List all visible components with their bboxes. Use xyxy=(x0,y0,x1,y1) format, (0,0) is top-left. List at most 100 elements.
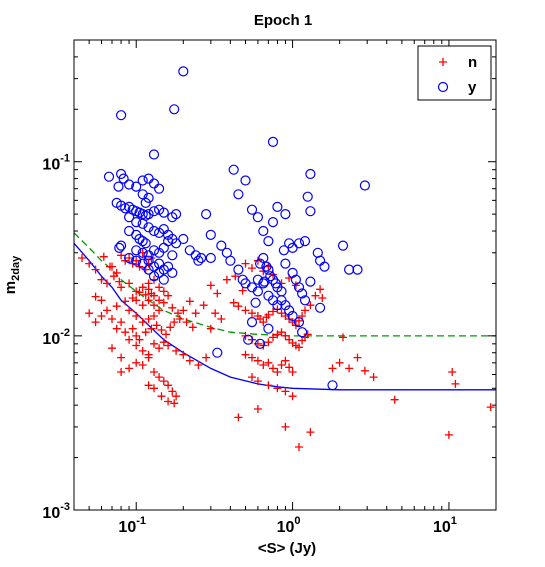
point-y xyxy=(114,242,125,253)
point-n xyxy=(109,272,118,281)
point-y xyxy=(158,274,169,285)
point-n xyxy=(175,315,184,323)
point-n xyxy=(241,259,250,268)
point-n xyxy=(125,279,134,288)
point-n xyxy=(269,307,277,316)
point-n xyxy=(103,306,111,315)
point-y xyxy=(124,212,135,223)
point-n xyxy=(339,333,347,342)
point-y xyxy=(255,258,266,269)
point-y xyxy=(216,240,227,251)
point-n xyxy=(259,361,268,369)
point-n xyxy=(273,384,282,393)
point-n xyxy=(125,335,134,344)
axis-ticks: 10-1 100 101 10-3 10-2 10-1 xyxy=(42,39,497,536)
point-y xyxy=(115,110,127,121)
point-y xyxy=(280,300,291,311)
point-y xyxy=(280,209,291,220)
point-y xyxy=(143,264,154,275)
point-n xyxy=(155,296,164,305)
point-y xyxy=(293,317,305,328)
point-n xyxy=(285,363,294,372)
point-n xyxy=(144,353,153,362)
point-y xyxy=(267,136,279,147)
point-n xyxy=(155,306,164,315)
point-n xyxy=(128,324,137,333)
point-y xyxy=(263,236,274,247)
point-n xyxy=(112,302,121,311)
point-y xyxy=(284,305,295,316)
y-tick-label: 10-1 xyxy=(42,153,70,174)
point-n xyxy=(234,302,243,311)
point-n xyxy=(206,324,215,333)
point-y xyxy=(302,191,313,202)
point-n xyxy=(108,315,116,323)
point-n xyxy=(316,285,325,294)
point-y xyxy=(148,225,160,237)
point-n xyxy=(147,254,156,262)
point-y xyxy=(143,222,154,233)
point-n xyxy=(138,346,147,355)
legend-label: n xyxy=(468,54,477,71)
point-n xyxy=(369,373,378,382)
point-n xyxy=(159,298,168,307)
x-axis-label: <S> (Jy) xyxy=(258,540,316,557)
legend-item-y: y xyxy=(437,79,477,96)
point-n xyxy=(291,281,300,290)
point-n xyxy=(147,324,156,333)
point-n xyxy=(78,254,86,262)
point-n xyxy=(269,270,277,279)
point-n xyxy=(248,264,256,273)
point-y xyxy=(305,206,316,217)
point-y xyxy=(193,255,204,266)
point-y xyxy=(280,258,291,269)
point-n xyxy=(172,346,181,355)
svg-text:m2day: m2day xyxy=(2,255,22,294)
point-n xyxy=(191,309,200,318)
point-y xyxy=(171,209,182,220)
point-n xyxy=(194,361,203,369)
point-n xyxy=(253,356,262,365)
point-n xyxy=(264,338,273,347)
point-y xyxy=(263,323,274,334)
point-n xyxy=(141,290,150,299)
point-y xyxy=(297,327,308,338)
y-axis-label-main: m xyxy=(2,281,19,294)
legend-marker xyxy=(437,81,449,93)
point-y xyxy=(154,258,165,269)
plot-frame xyxy=(73,39,497,511)
point-n xyxy=(253,405,262,413)
point-y xyxy=(344,264,355,275)
point-n xyxy=(164,341,173,350)
point-y xyxy=(278,245,289,256)
point-n xyxy=(97,275,106,284)
point-n xyxy=(168,303,177,312)
point-n xyxy=(253,377,262,386)
point-y xyxy=(243,334,254,345)
fit-line-solid xyxy=(73,242,496,391)
point-y xyxy=(250,297,261,308)
point-n xyxy=(241,350,250,359)
point-n xyxy=(144,381,153,390)
point-y xyxy=(299,295,311,306)
fit-line-dashed xyxy=(73,232,496,337)
y-tick-label: 10-3 xyxy=(42,501,70,522)
point-n xyxy=(277,328,286,337)
point-n xyxy=(199,301,208,310)
point-y xyxy=(131,245,142,256)
point-n xyxy=(448,368,457,376)
point-y xyxy=(184,245,195,256)
point-n xyxy=(159,377,168,386)
point-n xyxy=(213,289,222,298)
point-y xyxy=(148,245,160,256)
point-y xyxy=(252,212,263,223)
point-n xyxy=(106,262,114,271)
point-n xyxy=(259,318,268,327)
point-n xyxy=(99,252,108,261)
point-y xyxy=(293,238,305,249)
point-n xyxy=(281,356,290,365)
point-n xyxy=(138,361,147,369)
series-y xyxy=(103,66,370,391)
point-n xyxy=(150,339,158,348)
